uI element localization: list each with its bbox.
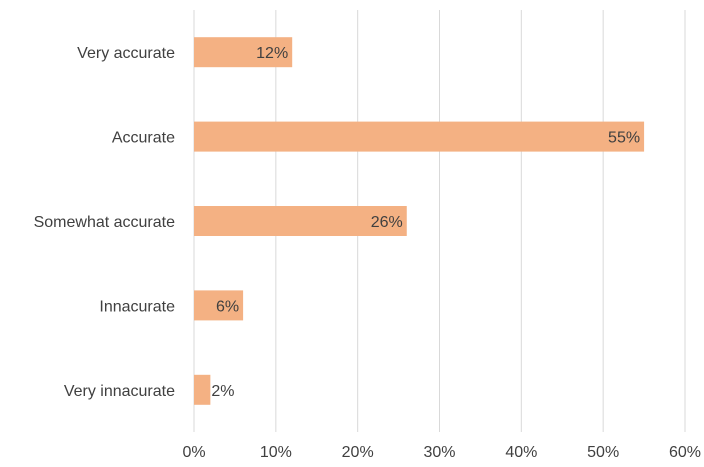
bar (194, 121, 645, 152)
x-tick-label: 0% (182, 444, 205, 461)
bars (194, 37, 645, 405)
bar (194, 206, 407, 236)
x-tick-label: 30% (423, 444, 455, 461)
category-label: Accurate (112, 130, 175, 147)
bar (194, 290, 244, 321)
category-label: Innacurate (99, 298, 175, 315)
data-label: 6% (216, 298, 239, 315)
x-axis-tick-labels: 0% 10% 20% 30% 40% 50% 60% (182, 444, 701, 461)
x-tick-label: 20% (342, 444, 374, 461)
data-label: 12% (256, 45, 288, 62)
category-labels: Very accurate Accurate Somewhat accurate In… (34, 45, 176, 400)
data-label: 55% (608, 130, 640, 147)
bar (194, 374, 211, 405)
bar (194, 37, 293, 68)
x-tick-label: 60% (669, 444, 701, 461)
category-label: Very innacurate (64, 383, 175, 400)
x-tick-label: 10% (260, 444, 292, 461)
data-label: 26% (371, 214, 403, 231)
x-tick-label: 40% (505, 444, 537, 461)
category-label: Somewhat accurate (34, 214, 176, 231)
category-label: Very accurate (77, 45, 175, 62)
data-labels: 12% 55% 26% 6% 2% (211, 45, 640, 400)
x-tick-label: 50% (587, 444, 619, 461)
data-label: 2% (211, 383, 234, 400)
